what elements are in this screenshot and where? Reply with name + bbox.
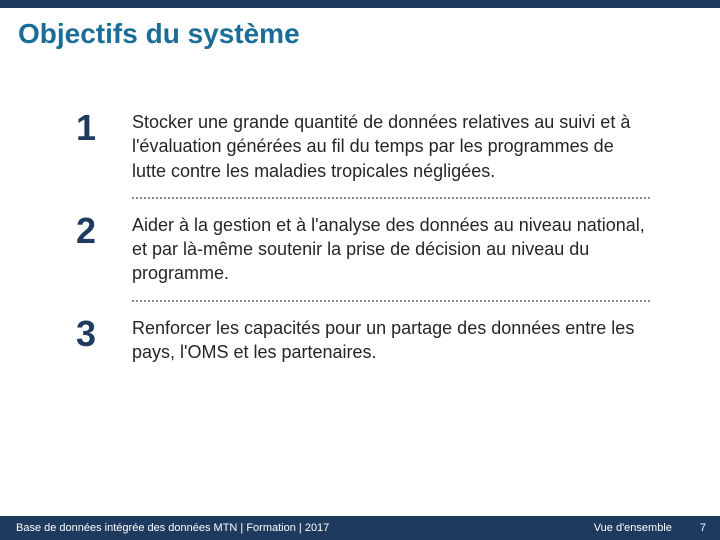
divider xyxy=(132,300,650,302)
item-text: Aider à la gestion et à l'analyse des do… xyxy=(132,213,650,286)
list-item: 3 Renforcer les capacités pour un partag… xyxy=(76,316,650,365)
item-number: 2 xyxy=(76,213,132,249)
item-text: Stocker une grande quantité de données r… xyxy=(132,110,650,183)
list-item: 1 Stocker une grande quantité de données… xyxy=(76,110,650,183)
divider xyxy=(132,197,650,199)
item-number: 3 xyxy=(76,316,132,352)
footer-section: Vue d'ensemble xyxy=(594,522,672,534)
top-bar xyxy=(0,0,720,8)
list-item: 2 Aider à la gestion et à l'analyse des … xyxy=(76,213,650,286)
objectives-list: 1 Stocker une grande quantité de données… xyxy=(76,110,650,364)
footer-bar: Base de données intégrée des données MTN… xyxy=(0,516,720,540)
page-title: Objectifs du système xyxy=(18,18,300,50)
item-number: 1 xyxy=(76,110,132,146)
page-number: 7 xyxy=(700,522,706,534)
footer-left-text: Base de données intégrée des données MTN… xyxy=(16,522,329,534)
footer-right: Vue d'ensemble 7 xyxy=(594,522,706,534)
slide: Objectifs du système 1 Stocker une grand… xyxy=(0,0,720,540)
item-text: Renforcer les capacités pour un partage … xyxy=(132,316,650,365)
